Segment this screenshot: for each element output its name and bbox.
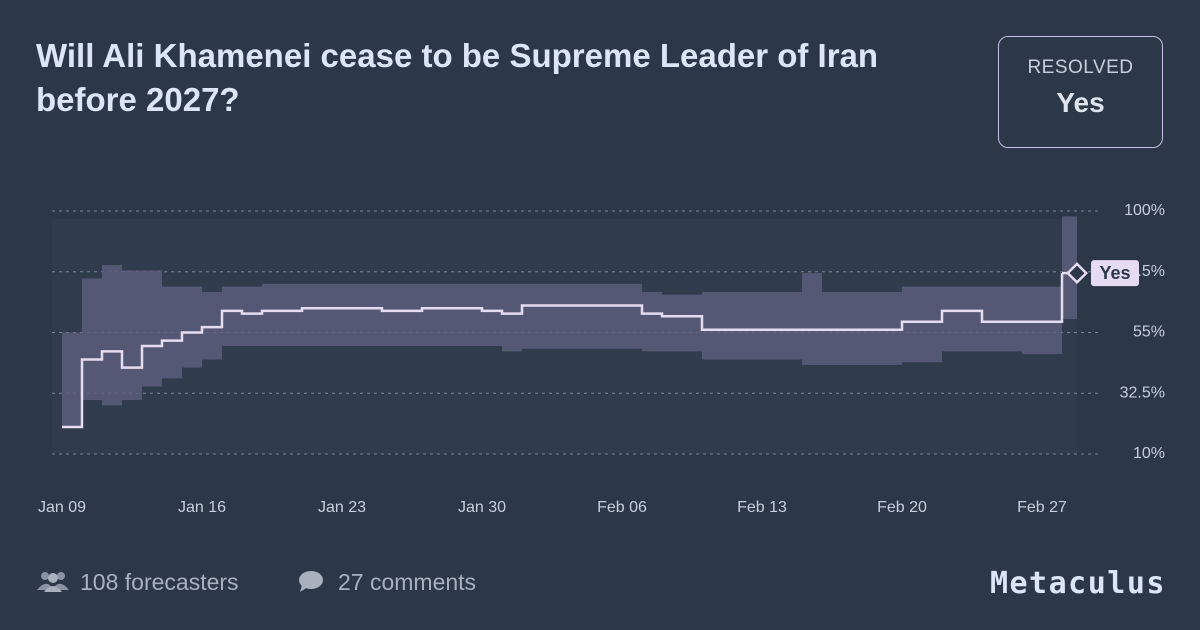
y-tick-label: 100% bbox=[1124, 202, 1165, 219]
brand: Metaculus bbox=[989, 566, 1166, 601]
x-tick-label: Jan 16 bbox=[178, 499, 226, 516]
status-label: RESOLVED bbox=[1027, 57, 1134, 78]
users-icon bbox=[37, 572, 69, 592]
confidence-band bbox=[62, 216, 1077, 427]
comment-icon bbox=[299, 571, 323, 592]
resolution-tag: Yes bbox=[1099, 263, 1130, 283]
y-tick-label: 10% bbox=[1133, 445, 1165, 462]
question-title: Will Ali Khamenei cease to be Supreme Le… bbox=[36, 37, 879, 118]
resolution-badge: RESOLVED Yes bbox=[998, 36, 1163, 148]
x-tick-label: Feb 13 bbox=[737, 499, 787, 516]
x-tick-label: Jan 23 bbox=[318, 499, 366, 516]
footer: 108 forecasters 27 comments Metaculus bbox=[36, 566, 1166, 601]
y-tick-label: 55% bbox=[1133, 324, 1165, 341]
x-tick-label: Jan 09 bbox=[38, 499, 86, 516]
forecasters-count: 108 forecasters bbox=[80, 569, 239, 595]
x-tick-label: Jan 30 bbox=[458, 499, 506, 516]
median-line bbox=[62, 273, 1064, 429]
resolution-marker bbox=[1066, 262, 1088, 285]
resolution-value: Yes bbox=[1056, 87, 1105, 118]
x-tick-label: Feb 06 bbox=[597, 499, 647, 516]
resolution-tag-bg bbox=[1091, 260, 1139, 287]
x-tick-label: Feb 20 bbox=[877, 499, 927, 516]
x-tick-label: Feb 27 bbox=[1017, 499, 1067, 516]
comments-count: 27 comments bbox=[338, 569, 477, 595]
y-tick-label: 32.5% bbox=[1120, 384, 1165, 401]
